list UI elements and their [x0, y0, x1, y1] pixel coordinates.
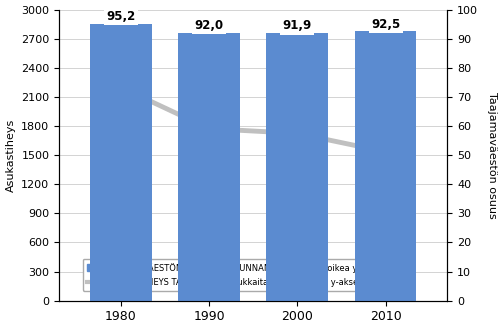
- Bar: [267, 33, 328, 301]
- Y-axis label: Taajamaväestön osuus: Taajamaväestön osuus: [487, 92, 497, 218]
- Text: 1724: 1724: [271, 113, 303, 126]
- Text: 92,0: 92,0: [195, 19, 224, 32]
- Bar: [178, 33, 240, 301]
- Bar: [355, 31, 416, 301]
- Text: 2199: 2199: [94, 63, 127, 76]
- Text: 91,9: 91,9: [283, 19, 312, 32]
- Y-axis label: Asukastiheys: Asukastiheys: [6, 118, 16, 192]
- Text: 1773: 1773: [182, 108, 215, 121]
- Text: 95,2: 95,2: [106, 10, 135, 23]
- Bar: [90, 24, 152, 301]
- Text: 1534: 1534: [359, 133, 391, 146]
- Legend: TAAJAMAVÄESTÖN OSUUS (%) KUNNAN VÄESTÖSTÄ (oikea y-akseli), ASUKASTIHEYS TAAJAMA: TAAJAMAVÄESTÖN OSUUS (%) KUNNAN VÄESTÖST…: [82, 259, 392, 291]
- Text: 92,5: 92,5: [371, 17, 400, 31]
